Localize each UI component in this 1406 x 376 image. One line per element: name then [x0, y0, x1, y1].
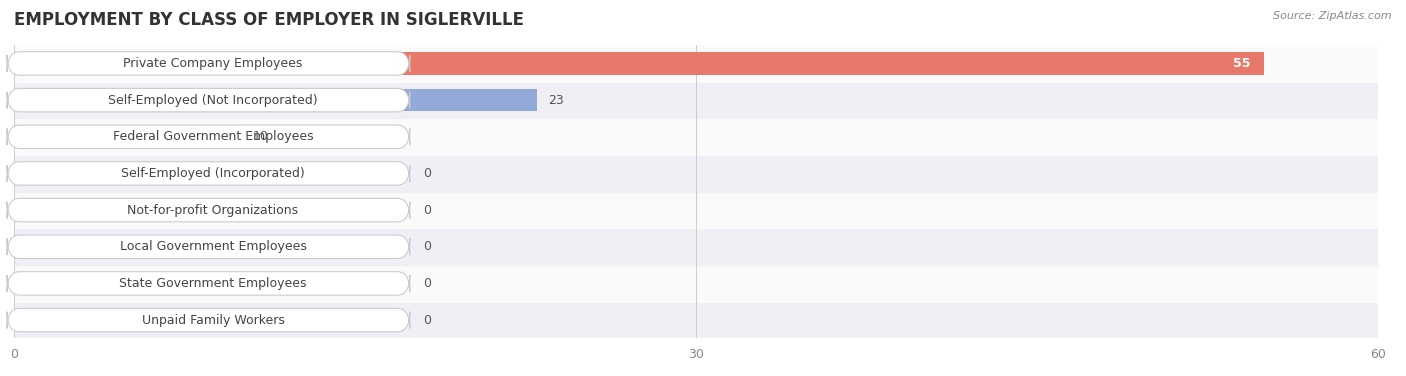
Bar — [14, 82, 1378, 118]
Text: 0: 0 — [423, 167, 432, 180]
FancyBboxPatch shape — [7, 308, 409, 332]
Text: Federal Government Employees: Federal Government Employees — [112, 130, 314, 143]
Bar — [14, 126, 242, 148]
Bar — [14, 192, 1378, 229]
Text: EMPLOYMENT BY CLASS OF EMPLOYER IN SIGLERVILLE: EMPLOYMENT BY CLASS OF EMPLOYER IN SIGLE… — [14, 11, 524, 29]
Text: 0: 0 — [423, 203, 432, 217]
Text: Self-Employed (Not Incorporated): Self-Employed (Not Incorporated) — [108, 94, 318, 107]
Bar — [14, 155, 1378, 192]
Bar — [14, 118, 1378, 155]
Bar — [14, 302, 1378, 338]
Text: 0: 0 — [423, 277, 432, 290]
Text: Source: ZipAtlas.com: Source: ZipAtlas.com — [1274, 11, 1392, 21]
Bar — [14, 89, 537, 111]
Text: Local Government Employees: Local Government Employees — [120, 240, 307, 253]
FancyBboxPatch shape — [7, 272, 409, 295]
FancyBboxPatch shape — [7, 199, 409, 222]
Text: 23: 23 — [548, 94, 564, 107]
Bar — [14, 52, 1264, 75]
Text: Private Company Employees: Private Company Employees — [124, 57, 302, 70]
FancyBboxPatch shape — [7, 235, 409, 258]
Bar — [14, 229, 1378, 265]
FancyBboxPatch shape — [7, 52, 409, 75]
Bar — [14, 45, 1378, 82]
Text: 0: 0 — [423, 314, 432, 327]
Bar — [14, 265, 1378, 302]
FancyBboxPatch shape — [7, 162, 409, 185]
FancyBboxPatch shape — [7, 125, 409, 149]
Text: 10: 10 — [253, 130, 269, 143]
Text: 55: 55 — [1233, 57, 1250, 70]
FancyBboxPatch shape — [7, 88, 409, 112]
Text: Self-Employed (Incorporated): Self-Employed (Incorporated) — [121, 167, 305, 180]
Text: State Government Employees: State Government Employees — [120, 277, 307, 290]
Text: Not-for-profit Organizations: Not-for-profit Organizations — [128, 203, 298, 217]
Text: Unpaid Family Workers: Unpaid Family Workers — [142, 314, 284, 327]
Text: 0: 0 — [423, 240, 432, 253]
